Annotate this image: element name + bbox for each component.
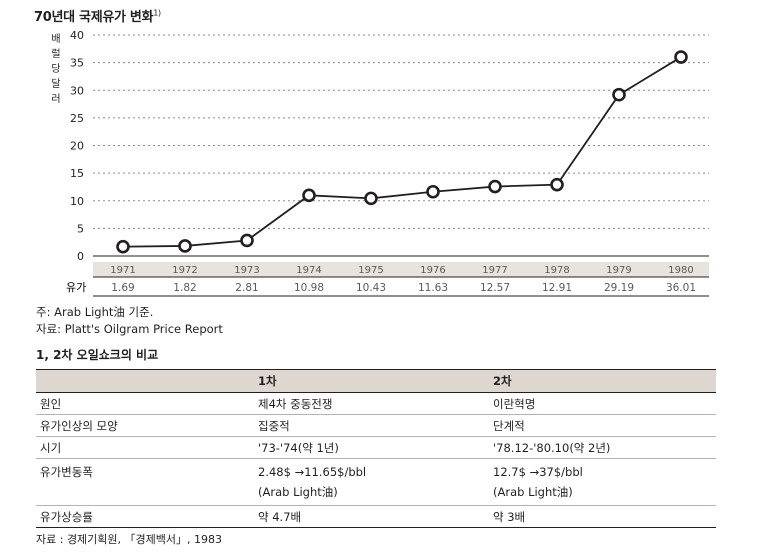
note-source: 자료: Platt's Oilgram Price Report (36, 322, 223, 336)
second-value: 12.7$ →37$/bbl (Arab Light油) (489, 458, 716, 506)
table-row: 원인 제4차 중동전쟁 이란혁명 (36, 392, 716, 415)
table-row-label: 유가 (66, 281, 86, 294)
header-blank (36, 369, 254, 393)
second-value: 이란혁명 (489, 392, 716, 415)
value-cell: 12.57 (480, 282, 510, 294)
table-row: 유가상승률 약 4.7배 약 3배 (36, 505, 716, 528)
data-point (612, 87, 626, 102)
second-value: 단계적 (489, 414, 716, 437)
row-label: 유가인상의 모양 (36, 414, 254, 437)
x-tick-label: 1979 (606, 265, 631, 276)
value-cell: 12.91 (542, 282, 572, 294)
y-axis-label-char: 럴 (51, 47, 60, 60)
row-label: 유가변동폭 (36, 458, 254, 506)
table-row: 시기 '73-'74(약 1년) '78.12-'80.10(약 2년) (36, 436, 716, 459)
x-tick-label: 1980 (668, 265, 693, 276)
y-tick-labels: 0 5 10 15 20 25 30 35 40 (70, 29, 84, 263)
value-table-cells: 1.69 1.82 2.81 10.98 10.43 11.63 12.57 12.91 29.… (111, 282, 696, 294)
value-cell: 29.19 (604, 282, 634, 294)
first-value: 집중적 (254, 414, 489, 437)
value-cell: 1.69 (111, 282, 134, 294)
first-value: 제4차 중동전쟁 (254, 392, 489, 415)
data-point (364, 191, 378, 206)
data-point (674, 50, 688, 64)
series-oil-price (116, 50, 688, 254)
y-tick-label: 35 (70, 57, 84, 70)
value-cell: 11.63 (418, 282, 448, 294)
value-cell: 10.43 (356, 282, 386, 294)
data-point (426, 184, 440, 199)
data-point (302, 188, 316, 203)
x-tick-labels: 1971 1972 1973 1974 1975 1976 1977 1978 1979 1980 (110, 265, 693, 276)
chart-title-text: 70년대 국제유가 변화 (34, 10, 154, 25)
table-row: 유가변동폭 2.48$ →11.65$/bbl (Arab Light油) 12.… (36, 458, 716, 506)
series-line (122, 56, 682, 248)
header-second-shock: 2차 (489, 369, 716, 393)
data-point (116, 239, 130, 254)
x-tick-label: 1975 (358, 265, 383, 276)
y-tick-label: 5 (77, 222, 84, 235)
row-label: 시기 (36, 436, 254, 459)
x-tick-label: 1971 (110, 265, 135, 276)
note-basis: 주: Arab Light油 기준. (36, 305, 154, 319)
y-tick-label: 40 (70, 29, 84, 42)
first-range-basis: (Arab Light油) (258, 485, 338, 499)
value-cell: 10.98 (294, 282, 324, 294)
y-axis-label-char: 러 (51, 93, 60, 105)
y-tick-label: 0 (77, 250, 84, 263)
y-tick-label: 25 (70, 112, 84, 125)
first-range: 2.48$ →11.65$/bbl (258, 465, 367, 479)
y-axis-label-char: 배 (51, 33, 60, 45)
data-point (240, 233, 254, 248)
first-value: '73-'74(약 1년) (254, 436, 489, 459)
x-tick-label: 1976 (420, 265, 445, 276)
chart-title-footnote: 1) (153, 8, 161, 18)
y-tick-label: 15 (70, 167, 84, 180)
comparison-title: 1, 2차 오일쇼크의 비교 (36, 348, 159, 362)
data-point (550, 177, 564, 192)
second-value: 약 3배 (489, 505, 716, 528)
chart-title: 70년대 국제유가 변화1) (34, 6, 161, 25)
y-axis-label-char: 당 (51, 63, 60, 75)
first-value: 2.48$ →11.65$/bbl (Arab Light油) (254, 458, 489, 506)
header-first-shock: 1차 (254, 369, 489, 393)
table-row: 유가인상의 모양 집중적 단계적 (36, 414, 716, 437)
data-point (178, 239, 192, 253)
second-range: 12.7$ →37$/bbl (493, 465, 583, 479)
x-tick-label: 1978 (544, 265, 569, 276)
x-tick-label: 1977 (482, 265, 507, 276)
value-cell: 2.81 (235, 282, 258, 294)
x-tick-label: 1972 (172, 265, 197, 276)
y-tick-label: 20 (70, 140, 84, 153)
second-range-basis: (Arab Light油) (493, 485, 573, 499)
y-tick-label: 10 (70, 195, 84, 208)
x-tick-label: 1974 (296, 265, 321, 276)
chart-notes: 주: Arab Light油 기준. 자료: Platt's Oilgram P… (36, 304, 223, 338)
category-band (93, 262, 709, 277)
value-cell: 36.01 (666, 282, 696, 294)
x-tick-label: 1973 (234, 265, 259, 276)
y-tick-label: 30 (70, 84, 84, 97)
row-label: 원인 (36, 392, 254, 415)
comparison-header-row: 1차 2차 (36, 369, 716, 393)
data-point (488, 179, 502, 194)
value-cell: 1.82 (173, 282, 196, 294)
row-label: 유가상승률 (36, 505, 254, 528)
grid-lines (93, 34, 709, 257)
comparison-source: 자료 : 경제기획원, 「경제백서」, 1983 (36, 533, 222, 546)
first-value: 약 4.7배 (254, 505, 489, 528)
second-value: '78.12-'80.10(약 2년) (489, 436, 716, 459)
comparison-table: 1차 2차 원인 제4차 중동전쟁 이란혁명 유가인상의 모양 집중적 단계적 … (36, 369, 716, 528)
y-axis-label-char: 달 (51, 78, 60, 90)
